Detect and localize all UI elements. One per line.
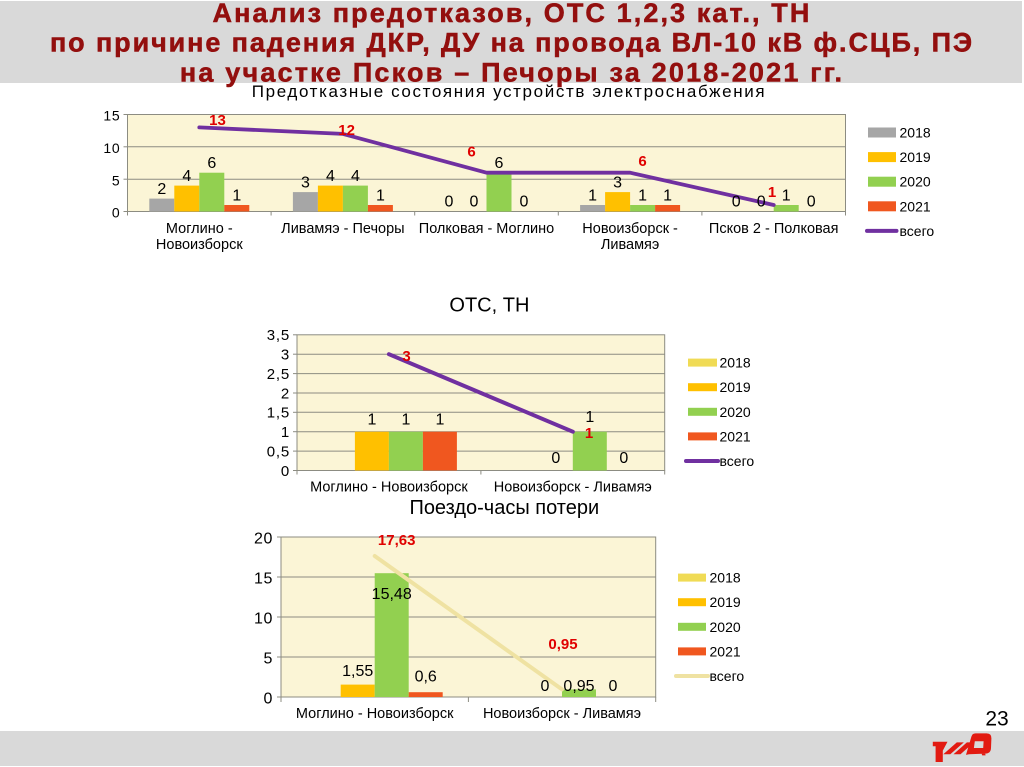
svg-text:4: 4 (351, 168, 360, 185)
svg-text:0: 0 (470, 194, 479, 211)
svg-text:2019: 2019 (720, 379, 751, 395)
svg-text:1,5: 1,5 (267, 405, 290, 422)
svg-text:1: 1 (376, 188, 385, 205)
svg-text:1: 1 (768, 184, 776, 201)
svg-text:1: 1 (401, 412, 410, 429)
svg-text:0: 0 (520, 194, 529, 211)
svg-text:3: 3 (402, 348, 410, 365)
svg-text:ОТС, ТН: ОТС, ТН (449, 295, 529, 317)
svg-text:6: 6 (207, 155, 216, 172)
svg-text:17,63: 17,63 (378, 532, 416, 549)
svg-text:0,5: 0,5 (267, 443, 290, 460)
svg-text:0,95: 0,95 (563, 678, 594, 695)
svg-text:всего: всего (710, 668, 745, 684)
svg-text:1: 1 (782, 188, 791, 205)
svg-text:6: 6 (495, 155, 504, 172)
svg-text:Предотказные состояния устройс: Предотказные состояния устройств электро… (252, 82, 766, 101)
svg-text:Полковая - Моглино: Полковая - Моглино (419, 221, 554, 237)
svg-text:2019: 2019 (900, 149, 931, 165)
svg-text:0,95: 0,95 (548, 636, 577, 653)
svg-text:Новоизборск -: Новоизборск - (582, 221, 678, 237)
svg-text:15: 15 (254, 570, 273, 587)
svg-text:2018: 2018 (900, 125, 931, 141)
svg-text:Моглино -: Моглино - (166, 221, 233, 237)
svg-text:Псков 2 - Полковая: Псков 2 - Полковая (709, 221, 839, 237)
svg-text:5: 5 (264, 650, 274, 667)
svg-text:на участке Псков – Печоры за 2: на участке Псков – Печоры за 2018-2021 г… (180, 57, 844, 87)
svg-text:3,5: 3,5 (267, 327, 290, 344)
svg-text:23: 23 (985, 708, 1008, 731)
svg-text:0: 0 (264, 690, 274, 707)
svg-text:0: 0 (112, 205, 121, 221)
svg-text:Ливамяэ: Ливамяэ (601, 237, 659, 253)
svg-text:0: 0 (445, 194, 454, 211)
svg-text:13: 13 (209, 112, 226, 129)
svg-text:1: 1 (638, 188, 647, 205)
svg-text:1: 1 (435, 412, 444, 429)
svg-text:1: 1 (281, 424, 290, 441)
svg-text:2018: 2018 (710, 570, 741, 586)
svg-text:2020: 2020 (710, 619, 741, 635)
svg-text:всего: всего (900, 223, 935, 239)
svg-text:0: 0 (807, 194, 816, 211)
svg-text:2020: 2020 (720, 404, 751, 420)
svg-text:6: 6 (638, 153, 646, 170)
svg-text:1: 1 (588, 188, 597, 205)
svg-text:0: 0 (732, 194, 741, 211)
svg-text:5: 5 (112, 172, 121, 188)
svg-text:2020: 2020 (900, 174, 931, 190)
svg-text:3: 3 (301, 175, 310, 192)
svg-text:4: 4 (326, 168, 335, 185)
svg-text:всего: всего (720, 453, 755, 469)
svg-text:3: 3 (281, 347, 290, 364)
svg-text:12: 12 (338, 122, 355, 139)
svg-text:1: 1 (585, 409, 594, 426)
svg-text:10: 10 (254, 610, 273, 627)
svg-text:6: 6 (467, 144, 475, 161)
svg-text:0: 0 (541, 678, 550, 695)
svg-text:2021: 2021 (900, 198, 931, 214)
svg-text:0: 0 (551, 450, 560, 467)
svg-text:3: 3 (613, 175, 622, 192)
svg-text:2021: 2021 (720, 428, 751, 444)
svg-text:15: 15 (103, 108, 120, 124)
svg-text:1: 1 (663, 188, 672, 205)
svg-text:2019: 2019 (710, 594, 741, 610)
svg-text:Анализ предотказов, ОТС 1,2,3: Анализ предотказов, ОТС 1,2,3 кат., ТН (213, 0, 812, 28)
svg-text:Моглино - Новоизборск: Моглино - Новоизборск (296, 706, 454, 722)
svg-text:Моглино - Новоизборск: Моглино - Новоизборск (310, 480, 468, 496)
svg-text:1: 1 (585, 425, 593, 442)
svg-text:1: 1 (232, 188, 241, 205)
svg-text:Ливамяэ - Печоры: Ливамяэ - Печоры (281, 221, 404, 237)
svg-text:2021: 2021 (710, 643, 741, 659)
svg-text:0: 0 (757, 194, 766, 211)
svg-text:Новоизборск - Ливамяэ: Новоизборск - Ливамяэ (494, 480, 652, 496)
svg-text:1,55: 1,55 (342, 663, 373, 680)
svg-text:Новоизборск: Новоизборск (156, 237, 243, 253)
svg-text:Новоизборск - Ливамяэ: Новоизборск - Ливамяэ (483, 706, 641, 722)
svg-text:по причине падения ДКР, ДУ на: по причине падения ДКР, ДУ на провода ВЛ… (50, 28, 974, 58)
svg-text:2: 2 (157, 181, 166, 198)
svg-text:15,48: 15,48 (372, 586, 412, 603)
svg-text:20: 20 (254, 530, 273, 547)
svg-text:0: 0 (281, 463, 290, 480)
svg-text:2,5: 2,5 (267, 366, 290, 383)
svg-text:10: 10 (103, 140, 120, 156)
svg-text:4: 4 (182, 168, 191, 185)
svg-text:1: 1 (367, 412, 376, 429)
svg-text:2: 2 (281, 385, 290, 402)
svg-text:0,6: 0,6 (415, 669, 437, 686)
svg-text:0: 0 (619, 450, 628, 467)
svg-text:2018: 2018 (720, 355, 751, 371)
svg-text:0: 0 (609, 678, 618, 695)
svg-text:Поездо-часы потери: Поездо-часы потери (409, 497, 599, 519)
